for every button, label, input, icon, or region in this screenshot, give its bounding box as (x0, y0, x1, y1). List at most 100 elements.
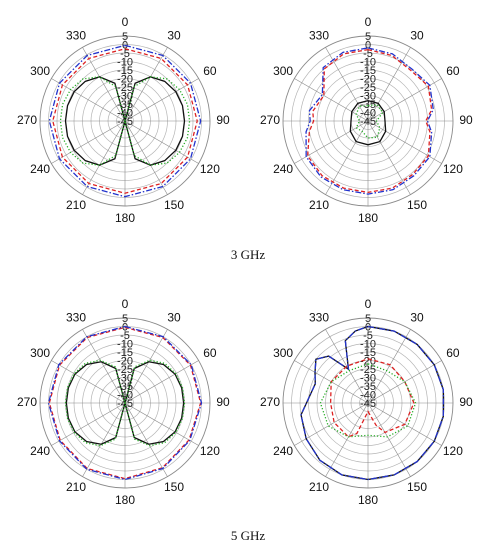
radial-tick-label: -45 (360, 116, 376, 128)
angle-tick-label: 300 (273, 346, 293, 360)
angle-tick-label: 120 (443, 162, 463, 176)
grid-spoke (82, 329, 126, 404)
angle-tick-label: 210 (309, 480, 329, 494)
grid-spoke (82, 402, 126, 477)
radial-tick-label: -15 (117, 65, 133, 77)
radial-tick-label: -10 (360, 339, 376, 351)
angle-tick-label: 330 (66, 28, 86, 42)
radial-tick-label: -40 (360, 108, 376, 120)
radial-tick-label: -30 (117, 373, 133, 385)
pattern-trace-dashdot (48, 44, 202, 198)
angle-tick-label: 60 (203, 64, 217, 78)
grid-spoke (367, 402, 411, 477)
angle-tick-label: 210 (66, 480, 86, 494)
angle-tick-label: 150 (164, 198, 184, 212)
pattern-trace-dotted (59, 76, 191, 166)
angle-tick-label: 300 (30, 346, 50, 360)
angle-tick-label: 210 (66, 198, 86, 212)
radial-tick-label: -45 (360, 398, 376, 410)
radial-tick-label: -15 (360, 65, 376, 77)
angle-tick-label: 120 (200, 162, 220, 176)
radial-tick-label: -40 (117, 108, 133, 120)
grid-spoke (51, 120, 126, 164)
grid-spoke (124, 120, 199, 164)
angle-tick-label: 330 (309, 28, 329, 42)
grid-spoke (51, 402, 126, 446)
angle-tick-label: 90 (459, 395, 473, 409)
radial-tick-label: -30 (117, 91, 133, 103)
angle-tick-label: 240 (30, 162, 50, 176)
pattern-trace-dashdot (47, 325, 203, 481)
radial-tick-label: 5 (122, 31, 128, 43)
grid-spoke (51, 78, 126, 122)
grid-spoke (367, 329, 411, 404)
grid-spoke (124, 120, 168, 195)
caption-3ghz: 3 GHz (230, 247, 266, 262)
grid-spoke (82, 47, 126, 122)
angle-tick-label: 0 (122, 15, 129, 29)
radial-tick-label: -20 (360, 356, 376, 368)
radial-tick-label: -25 (117, 82, 133, 94)
angle-tick-label: 0 (365, 15, 372, 29)
angle-tick-label: 30 (167, 28, 181, 42)
radial-tick-label: -5 (120, 48, 130, 60)
angle-tick-label: 60 (446, 346, 460, 360)
angle-tick-label: 90 (216, 395, 230, 409)
angle-tick-label: 180 (115, 211, 135, 225)
angle-tick-label: 90 (216, 113, 230, 127)
grid-spoke (367, 120, 411, 195)
angle-tick-label: 270 (17, 113, 37, 127)
radial-tick-label: -5 (363, 48, 373, 60)
pattern-trace-dashdot (305, 47, 434, 195)
angle-tick-label: 300 (273, 64, 293, 78)
angle-tick-label: 60 (446, 64, 460, 78)
angle-tick-label: 150 (407, 480, 427, 494)
grid-spoke (124, 402, 199, 446)
grid-spoke (367, 47, 411, 122)
grid-spoke (124, 360, 199, 404)
radial-tick-label: -40 (360, 390, 376, 402)
grid-spoke (325, 329, 369, 404)
radial-tick-label: 5 (365, 31, 371, 43)
angle-tick-label: 240 (273, 162, 293, 176)
radial-tick-label: -20 (117, 356, 133, 368)
pattern-trace-dashed (48, 326, 202, 480)
radial-tick-label: 5 (365, 313, 371, 325)
grid-spoke (367, 360, 442, 404)
grid-spoke (294, 78, 369, 122)
grid-spoke (325, 402, 369, 477)
angle-tick-label: 180 (358, 493, 378, 507)
radial-tick-label: -25 (360, 364, 376, 376)
radial-tick-label: -30 (360, 91, 376, 103)
angle-tick-label: 120 (200, 444, 220, 458)
angle-tick-label: 240 (273, 444, 293, 458)
angle-tick-label: 60 (203, 346, 217, 360)
angle-tick-label: 0 (365, 297, 372, 311)
angle-tick-label: 30 (410, 28, 424, 42)
caption-5ghz: 5 GHz (230, 528, 266, 543)
grid-spoke (124, 329, 168, 404)
angle-tick-label: 30 (410, 310, 424, 324)
pattern-trace-solid (349, 99, 387, 146)
radial-tick-label: 0 (365, 40, 371, 52)
angle-tick-label: 90 (459, 113, 473, 127)
angle-tick-label: 0 (122, 297, 129, 311)
grid-spoke (124, 402, 168, 477)
radial-tick-label: -25 (117, 364, 133, 376)
pattern-trace-dashdot (300, 325, 444, 481)
radial-tick-label: -10 (117, 339, 133, 351)
angle-tick-label: 120 (443, 444, 463, 458)
radial-tick-label: 5 (122, 313, 128, 325)
angle-tick-label: 270 (260, 113, 280, 127)
angle-tick-label: 240 (30, 444, 50, 458)
angle-tick-label: 210 (309, 198, 329, 212)
radial-tick-label: -25 (360, 82, 376, 94)
pattern-trace-dashed (306, 48, 433, 194)
angle-tick-label: 180 (115, 493, 135, 507)
pattern-trace-dotted (355, 104, 384, 139)
grid-spoke (124, 47, 168, 122)
angle-tick-label: 150 (164, 480, 184, 494)
